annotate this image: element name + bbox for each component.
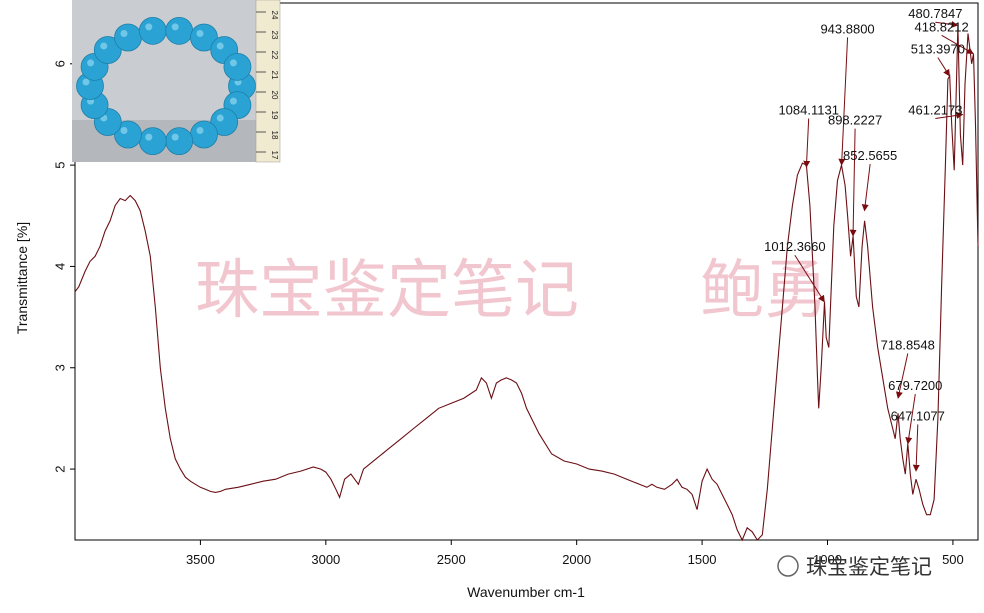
peak-arrow (912, 424, 920, 472)
y-axis-ticks: 2 3 4 5 6 (52, 60, 75, 473)
ruler-label: 18 (270, 131, 279, 140)
wechat-icon (777, 555, 799, 577)
peak-label: 718.8548 (881, 338, 935, 353)
peak-annotation: 898.2227 (828, 113, 882, 237)
peak-annotation: 647.1077 (891, 408, 945, 472)
bead (114, 120, 142, 149)
peak-label: 943.8800 (820, 21, 874, 36)
peak-annotation: 679.7200 (888, 378, 942, 445)
peak-label: 513.3970 (911, 42, 965, 57)
y-axis-label: Transmittance [%] (14, 222, 30, 334)
y-tick-label: 2 (52, 465, 67, 472)
peak-label: 852.5655 (843, 148, 897, 163)
peak-annotation: 718.8548 (881, 338, 935, 399)
bead-highlight (87, 59, 95, 67)
peak-label: 480.7847 (908, 6, 962, 21)
bead-highlight (145, 23, 153, 31)
bead (223, 52, 252, 81)
x-axis-label: Wavenumber cm-1 (467, 584, 585, 600)
peak-label: 1012.3660 (764, 239, 825, 254)
peak-arrow (895, 353, 909, 399)
peak-annotation: 1084.1131 (778, 102, 839, 168)
peak-arrow (937, 57, 950, 77)
bead-highlight (171, 23, 179, 31)
bead (138, 127, 167, 156)
x-tick-label: 1000 (813, 552, 842, 567)
bead-highlight (196, 30, 204, 38)
ruler-label: 21 (270, 71, 279, 80)
bracelet-beads (76, 16, 256, 156)
peak-arrow (935, 111, 964, 119)
peak-label: 647.1077 (891, 408, 945, 423)
peak-label: 418.8212 (915, 19, 969, 34)
bead-highlight (229, 97, 237, 105)
bead-highlight (100, 42, 108, 50)
bead (165, 127, 194, 156)
spectrum-line (74, 25, 979, 542)
bead-highlight (145, 133, 153, 141)
x-axis-ticks: 3500 3000 2500 2000 1500 1000 500 (186, 540, 964, 567)
ruler-marks: 24 23 22 21 20 19 18 17 (256, 11, 279, 160)
corner-watermark: 珠宝鉴定笔记 (777, 555, 932, 579)
peak-arrow (849, 128, 857, 237)
bead (93, 36, 122, 64)
peak-arrow (861, 163, 871, 212)
peak-label: 1084.1131 (778, 102, 839, 117)
bead (190, 23, 218, 52)
bead-highlight (171, 133, 179, 141)
watermark-text: 珠宝鉴定笔记 (195, 254, 579, 328)
peak-label: 461.2173 (908, 102, 962, 117)
peak-label: 679.7200 (888, 378, 942, 393)
x-tick-label: 3000 (311, 552, 340, 567)
ruler (255, 0, 281, 163)
x-tick-label: 2000 (562, 552, 591, 567)
y-tick-label: 3 (52, 364, 67, 371)
peak-annotation: 1012.3660 (764, 239, 826, 303)
ruler-label: 23 (270, 31, 279, 40)
watermark-author: 鲍勇 (700, 254, 828, 328)
peak-arrow (794, 254, 825, 303)
bead-highlight (216, 114, 224, 122)
peak-annotation: 480.7847 (908, 6, 962, 28)
bead (138, 16, 167, 45)
peak-arrow (905, 393, 916, 445)
bead-highlight (196, 126, 204, 134)
bead-highlight (82, 78, 90, 86)
x-tick-label: 2500 (437, 552, 466, 567)
inset-photo: 24 23 22 21 20 19 18 17 (72, 0, 281, 163)
y-tick-label: 4 (52, 263, 67, 270)
x-tick-label: 500 (942, 552, 964, 567)
bead-highlight (216, 42, 224, 50)
peak-label: 898.2227 (828, 113, 882, 128)
bead-highlight (120, 30, 128, 38)
bead-highlight (120, 126, 128, 134)
ruler-label: 17 (270, 151, 279, 160)
peak-annotation: 852.5655 (843, 148, 897, 212)
peak-annotation: 513.3970 (911, 42, 965, 77)
ruler-label: 22 (270, 51, 279, 60)
peak-arrow (838, 37, 849, 166)
peak-annotation: 418.8212 (915, 19, 974, 55)
ruler-label: 20 (270, 91, 279, 100)
bead-highlight (229, 59, 237, 67)
bead (165, 16, 194, 45)
peak-arrow (803, 118, 811, 168)
peak-arrow (935, 20, 959, 28)
bead (114, 23, 142, 52)
bead (210, 108, 239, 136)
x-tick-label: 1500 (688, 552, 717, 567)
corner-watermark-text: 珠宝鉴定笔记 (806, 555, 932, 579)
peak-annotation: 943.8800 (820, 21, 875, 166)
x-tick-label: 3500 (186, 552, 215, 567)
y-tick-label: 6 (52, 60, 67, 67)
peak-arrow (941, 34, 974, 55)
peak-annotations: 1084.1131 1012.3660 943.8800 898.2227 852.56… (764, 6, 974, 472)
ruler-label: 19 (270, 111, 279, 120)
ruler-label: 24 (270, 11, 279, 20)
y-tick-label: 5 (52, 161, 67, 168)
peak-annotation: 461.2173 (908, 102, 964, 119)
bead (190, 120, 218, 149)
